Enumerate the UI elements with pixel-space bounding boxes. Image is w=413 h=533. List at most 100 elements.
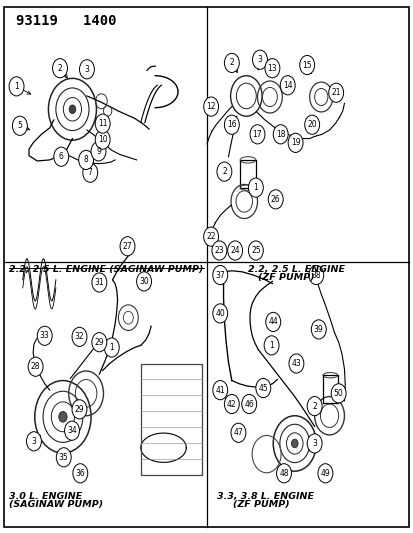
- Text: 48: 48: [278, 469, 288, 478]
- Text: 49: 49: [320, 469, 330, 478]
- Circle shape: [212, 381, 227, 400]
- Circle shape: [104, 338, 119, 357]
- Circle shape: [288, 354, 303, 373]
- Text: 26: 26: [270, 195, 280, 204]
- Text: 2: 2: [221, 167, 226, 176]
- Text: 3: 3: [257, 55, 262, 64]
- Circle shape: [212, 265, 227, 285]
- Circle shape: [72, 400, 87, 419]
- Text: 15: 15: [301, 61, 311, 69]
- Text: 28: 28: [31, 362, 40, 371]
- Text: 2: 2: [229, 59, 234, 67]
- Text: 2: 2: [311, 402, 316, 410]
- Text: 31: 31: [94, 278, 104, 287]
- Circle shape: [306, 397, 321, 416]
- Text: 14: 14: [282, 81, 292, 90]
- Text: 34: 34: [67, 426, 77, 435]
- Text: 43: 43: [291, 359, 301, 368]
- Circle shape: [308, 265, 323, 285]
- Circle shape: [224, 53, 239, 72]
- Circle shape: [306, 434, 321, 453]
- Text: 5: 5: [17, 122, 22, 130]
- Circle shape: [212, 304, 227, 323]
- Circle shape: [73, 464, 88, 483]
- Text: 47: 47: [233, 429, 243, 437]
- Circle shape: [56, 448, 71, 467]
- Circle shape: [69, 105, 76, 114]
- Circle shape: [264, 59, 279, 78]
- Text: 39: 39: [313, 325, 323, 334]
- Circle shape: [95, 130, 110, 149]
- Text: 27: 27: [122, 242, 132, 251]
- Text: 29: 29: [74, 405, 84, 414]
- Circle shape: [91, 142, 106, 161]
- Circle shape: [224, 394, 239, 414]
- Circle shape: [92, 273, 107, 292]
- Circle shape: [79, 60, 94, 79]
- Text: 25: 25: [250, 246, 260, 255]
- Text: 40: 40: [215, 309, 225, 318]
- Text: 44: 44: [268, 318, 278, 326]
- Text: 21: 21: [331, 88, 340, 97]
- Circle shape: [59, 411, 67, 422]
- Circle shape: [330, 384, 345, 403]
- Circle shape: [249, 125, 264, 144]
- Text: 24: 24: [230, 246, 240, 255]
- Circle shape: [268, 190, 282, 209]
- Circle shape: [78, 150, 93, 169]
- Text: 1: 1: [268, 341, 273, 350]
- Text: 3.0 L. ENGINE: 3.0 L. ENGINE: [9, 492, 82, 502]
- Text: (ZF PUMP): (ZF PUMP): [258, 273, 314, 282]
- Circle shape: [265, 312, 280, 332]
- Text: 1: 1: [14, 82, 19, 91]
- Text: 2.2, 2.5 L. ENGINE (SAGINAW PUMP): 2.2, 2.5 L. ENGINE (SAGINAW PUMP): [9, 265, 203, 274]
- Text: 1: 1: [109, 343, 114, 352]
- Text: 3: 3: [31, 437, 36, 446]
- Circle shape: [54, 147, 69, 166]
- Text: 20: 20: [306, 120, 316, 129]
- Circle shape: [280, 76, 294, 95]
- Circle shape: [216, 162, 231, 181]
- Circle shape: [311, 320, 325, 339]
- Circle shape: [26, 432, 41, 451]
- Text: 18: 18: [275, 130, 285, 139]
- Circle shape: [241, 394, 256, 414]
- Text: 46: 46: [244, 400, 254, 408]
- Text: 3.3, 3.8 L. ENGINE: 3.3, 3.8 L. ENGINE: [216, 492, 313, 502]
- Circle shape: [227, 241, 242, 260]
- Circle shape: [263, 336, 278, 355]
- Bar: [140, 364, 202, 475]
- Circle shape: [248, 178, 263, 197]
- Text: 32: 32: [74, 333, 84, 341]
- Circle shape: [203, 227, 218, 246]
- Text: 29: 29: [94, 338, 104, 346]
- Circle shape: [83, 163, 97, 182]
- Text: 38: 38: [311, 271, 320, 279]
- Circle shape: [12, 116, 27, 135]
- Text: 22: 22: [206, 232, 215, 241]
- Circle shape: [64, 421, 79, 440]
- Circle shape: [120, 237, 135, 256]
- Text: 13: 13: [267, 64, 277, 72]
- Circle shape: [304, 115, 319, 134]
- Text: 45: 45: [258, 384, 268, 392]
- Text: 41: 41: [215, 386, 225, 394]
- Circle shape: [211, 241, 226, 260]
- Text: 11: 11: [98, 119, 107, 128]
- Circle shape: [28, 357, 43, 376]
- Circle shape: [273, 125, 287, 144]
- Text: 35: 35: [59, 453, 69, 462]
- Text: 3: 3: [311, 439, 316, 448]
- Circle shape: [287, 133, 302, 152]
- Text: 30: 30: [139, 277, 149, 286]
- Circle shape: [72, 327, 87, 346]
- Circle shape: [136, 272, 151, 291]
- Circle shape: [255, 378, 270, 398]
- Circle shape: [224, 115, 239, 134]
- Text: 3: 3: [84, 65, 89, 74]
- Text: (SAGINAW PUMP): (SAGINAW PUMP): [9, 500, 103, 509]
- Text: 33: 33: [40, 332, 50, 340]
- Circle shape: [92, 333, 107, 352]
- Circle shape: [95, 114, 110, 133]
- Circle shape: [291, 439, 297, 448]
